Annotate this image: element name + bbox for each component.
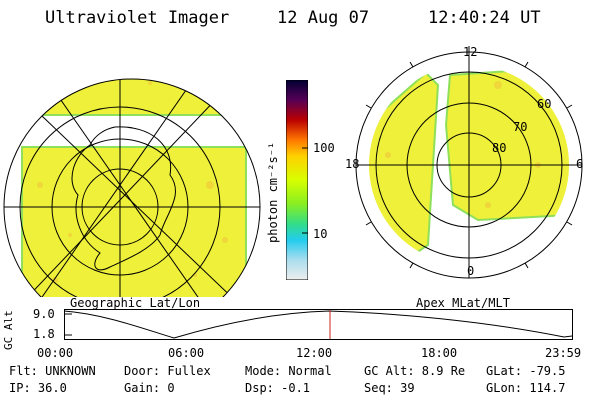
mlt-label-6: 6 <box>576 157 584 171</box>
mlt-label-18: 18 <box>345 157 360 171</box>
mlat-label-70: 70 <box>513 120 528 134</box>
colorbar-tick-100: 100 <box>313 141 335 155</box>
status-gc-alt: GC Alt: 8.9 Re <box>364 364 466 378</box>
status-door: Door: Fullex <box>124 364 211 378</box>
altitude-xtick-4: 23:59 <box>545 346 582 360</box>
altitude-xtick-1: 06:00 <box>168 346 205 360</box>
status-flight: Flt: UNKNOWN <box>9 364 96 378</box>
colorbar-unit-label: photon cm⁻²s⁻¹ <box>266 141 280 243</box>
image-swath-dusk <box>369 71 440 265</box>
mlat-label-60: 60 <box>537 97 552 111</box>
status-dsp: Dsp: -0.1 <box>245 381 311 395</box>
mlt-label-0: 0 <box>467 264 475 278</box>
altitude-curve <box>64 310 573 339</box>
colorbar <box>285 79 309 281</box>
colorbar-gradient <box>285 79 309 281</box>
status-glat: GLat: -79.5 <box>486 364 566 378</box>
mlt-label-12: 12 <box>463 45 478 59</box>
image-swath-dawn <box>444 65 569 222</box>
status-gain: Gain: 0 <box>124 381 175 395</box>
date-label: 12 Aug 07 <box>277 8 370 28</box>
status-ip: IP: 36.0 <box>9 381 67 395</box>
altitude-ymin: 1.8 <box>33 327 55 341</box>
altitude-xtick-2: 12:00 <box>296 346 333 360</box>
mlat-label-80: 80 <box>492 141 507 155</box>
status-seq: Seq: 39 <box>364 381 415 395</box>
geographic-map <box>3 78 261 297</box>
status-mode: Mode: Normal <box>245 364 332 378</box>
altitude-ymax: 9.0 <box>33 307 55 321</box>
geographic-caption: Geographic Lat/Lon <box>70 296 201 310</box>
magnetic-caption: Apex MLat/MLT <box>416 296 510 310</box>
coastline <box>71 126 176 271</box>
instrument-title: Ultraviolet Imager <box>45 8 230 28</box>
altitude-xtick-3: 18:00 <box>421 346 458 360</box>
magnetic-map <box>355 46 583 279</box>
colorbar-tick-10: 10 <box>313 227 328 241</box>
altitude-plot <box>64 309 573 340</box>
time-label: 12:40:24 UT <box>428 8 541 28</box>
status-glon: GLon: 114.7 <box>486 381 566 395</box>
altitude-xtick-0: 00:00 <box>37 346 74 360</box>
